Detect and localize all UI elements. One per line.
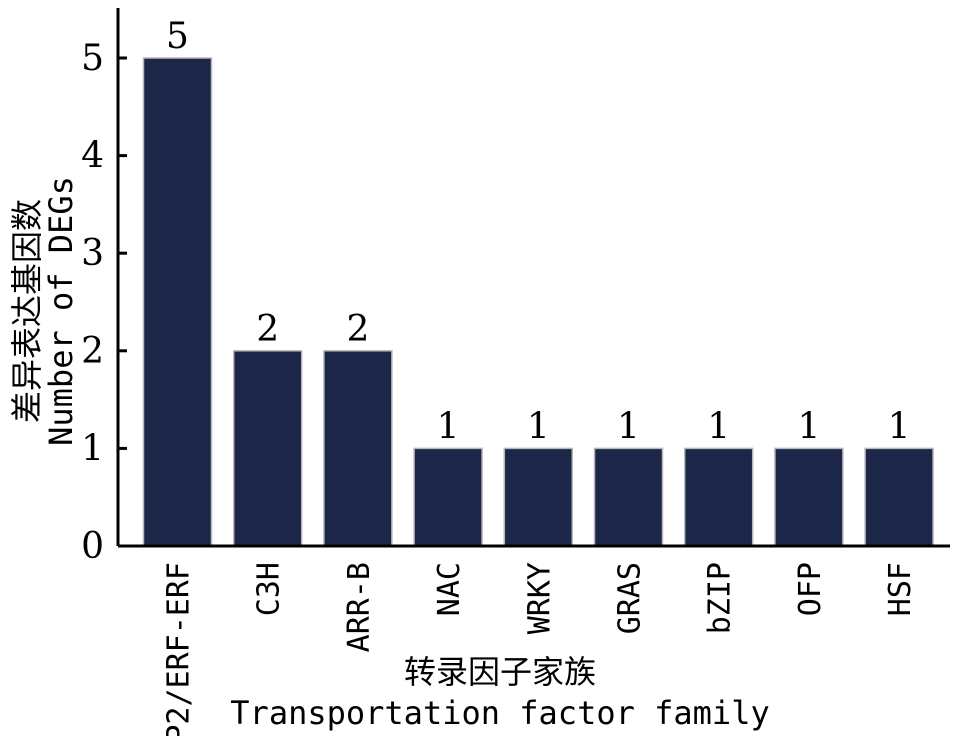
data-labels-group: 5 2 2 1 1 1 1 1 1 [166,16,911,447]
bar-nac [413,447,483,547]
data-label: 1 [527,406,550,447]
bar-c3h [232,350,303,547]
y-tick-label: 0 [81,526,104,567]
bar-hsf [864,447,934,547]
bar-wrky [503,447,574,547]
data-label: 5 [166,16,189,57]
data-label: 2 [346,309,369,350]
y-tick-label: 5 [81,38,104,79]
x-tick-label: OFP [793,562,828,616]
x-tick-labels-group: AP2/ERF-ERF C3H ARR-B NAC WRKY GRAS bZIP OFP HSF [162,562,919,736]
x-tick-label: WRKY [522,562,557,634]
data-label: 1 [707,406,730,447]
y-tick-label: 4 [81,136,104,177]
y-ticks-group: 0 1 2 3 4 5 [81,38,127,567]
data-label: 1 [888,406,911,447]
x-tick-label: GRAS [613,562,648,634]
x-tick-label: NAC [432,562,467,616]
y-axis-title-en: Number of DEGs [42,176,80,446]
data-label: 1 [437,406,460,447]
data-label: 1 [617,406,640,447]
bar-ofp [774,447,844,547]
y-tick-label: 2 [81,331,104,372]
data-label: 1 [797,406,820,447]
x-tick-label: C3H [252,562,287,616]
bars-group [142,57,934,547]
bar-arr-b [323,350,393,547]
x-axis-title-en: Transportation factor family [230,694,769,732]
bar-ap2-erf-erf [142,57,213,547]
y-axis-title-cn: 差异表达基因数 [8,199,46,423]
y-tick-label: 1 [81,428,104,469]
bar-gras [593,447,664,547]
data-label: 2 [256,309,279,350]
x-tick-label: AP2/ERF-ERF [162,562,197,736]
x-tick-label: ARR-B [342,562,377,652]
y-tick-label: 3 [81,233,104,274]
x-axis-title-cn: 转录因子家族 [404,653,596,691]
bar-bzip [683,447,754,547]
x-tick-label: HSF [883,562,918,616]
x-tick-label: bZIP [703,562,738,634]
